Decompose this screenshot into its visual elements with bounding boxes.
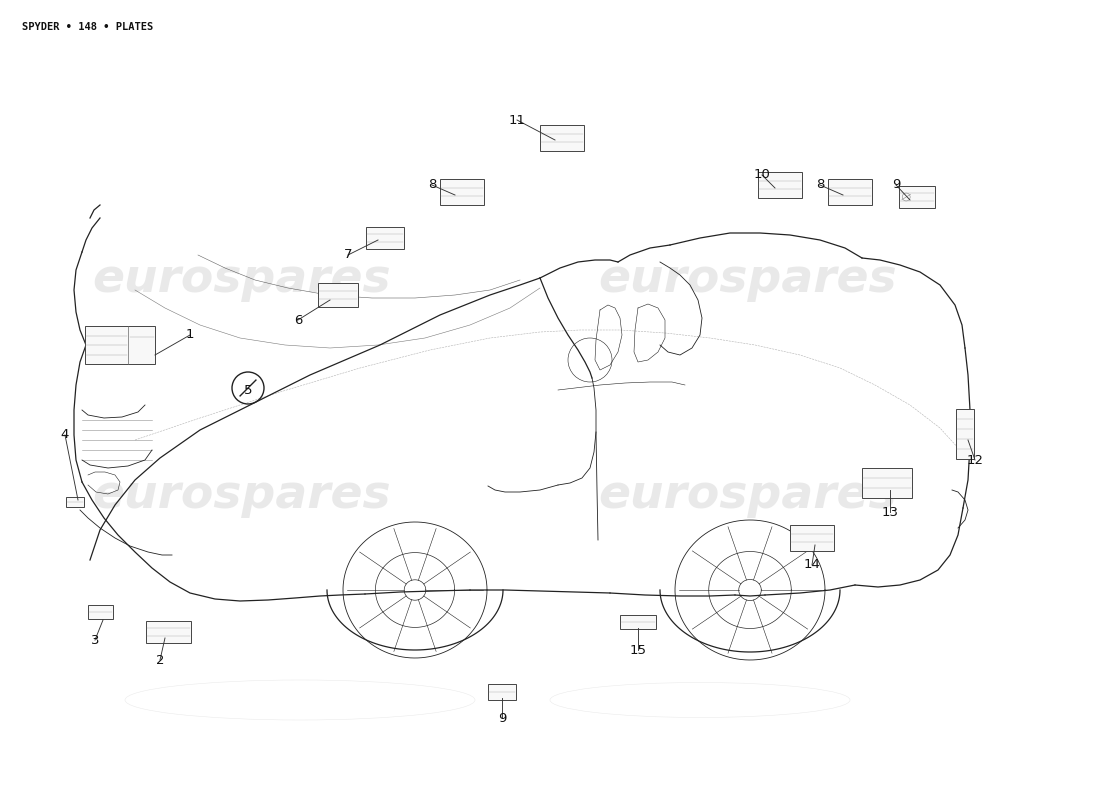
Bar (540, 125, 584, 151)
Text: 8: 8 (816, 178, 824, 191)
Text: eurospares: eurospares (92, 474, 392, 518)
Text: eurospares: eurospares (598, 474, 898, 518)
Bar (66, 497, 84, 507)
Text: eurospares: eurospares (598, 258, 898, 302)
Bar (318, 283, 358, 307)
Text: 3: 3 (90, 634, 99, 646)
Text: 11: 11 (508, 114, 526, 126)
Bar (790, 525, 834, 551)
Bar (620, 615, 656, 629)
Bar (88, 605, 112, 619)
Text: 15: 15 (629, 643, 647, 657)
Text: 8: 8 (428, 178, 437, 191)
Text: 9: 9 (892, 178, 900, 191)
Text: SPYDER • 148 • PLATES: SPYDER • 148 • PLATES (22, 22, 153, 32)
Text: 10: 10 (754, 169, 770, 182)
Bar (440, 179, 484, 205)
Text: eurospares: eurospares (92, 258, 392, 302)
Bar (85, 326, 155, 364)
Bar (366, 227, 404, 249)
Bar (758, 172, 802, 198)
Text: 4: 4 (60, 429, 69, 442)
Bar (956, 409, 974, 459)
Text: 6: 6 (294, 314, 302, 326)
Bar (828, 179, 872, 205)
Text: 7: 7 (343, 249, 352, 262)
Bar (899, 186, 935, 208)
Text: 5: 5 (244, 383, 252, 397)
Text: 13: 13 (881, 506, 899, 518)
Text: 1: 1 (186, 329, 195, 342)
Bar (862, 468, 912, 498)
Bar (488, 684, 516, 700)
Text: 12: 12 (967, 454, 983, 466)
Text: 9: 9 (498, 711, 506, 725)
Bar (145, 621, 190, 643)
Text: 2: 2 (156, 654, 164, 666)
Text: 14: 14 (804, 558, 821, 571)
